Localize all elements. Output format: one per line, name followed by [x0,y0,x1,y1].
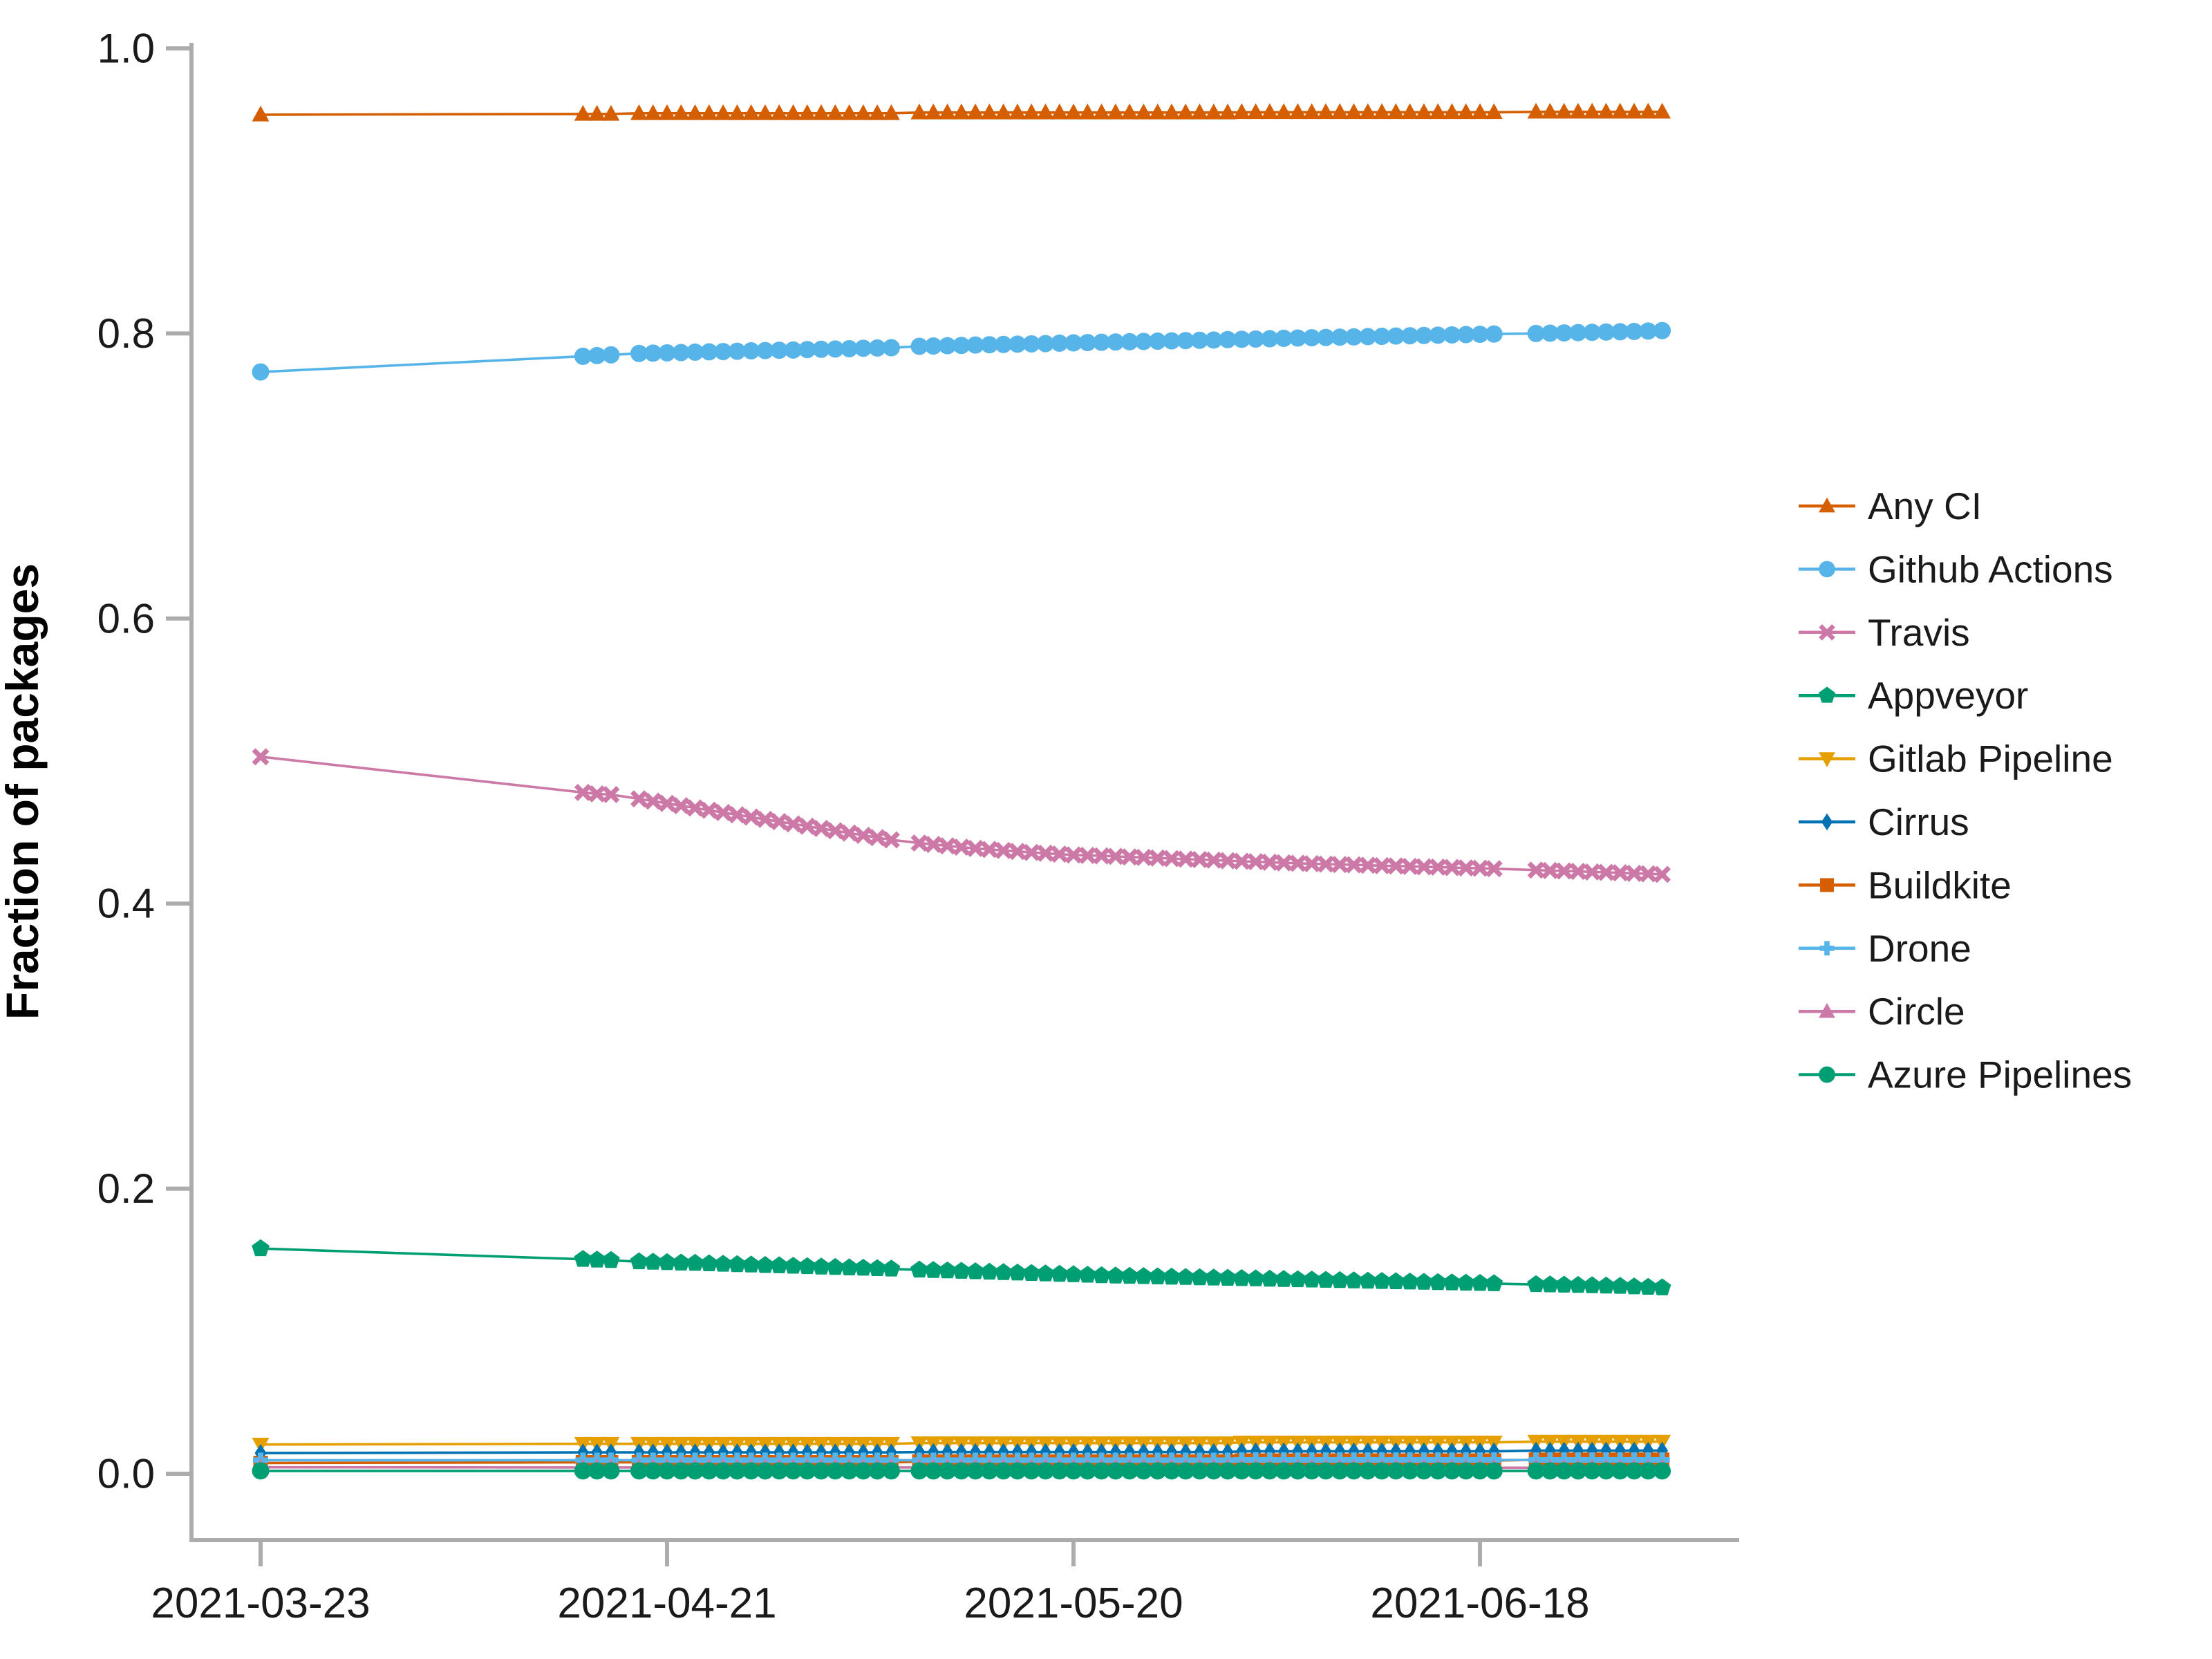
series-plot-area [252,102,1671,1480]
series-markers-azure-pipelines [252,1462,1671,1480]
legend-item-cirrus: Cirrus [1799,800,1969,843]
y-tick-label: 0.0 [97,1451,155,1497]
legend-label: Any CI [1868,485,1982,527]
x-tick-label: 2021-06-18 [1370,1580,1589,1627]
legend-item-drone: Drone [1799,927,1971,970]
y-tick-label: 0.4 [97,881,155,927]
legend-label: Circle [1868,990,1965,1033]
legend-label: Cirrus [1868,800,1969,843]
x-tick-label: 2021-04-21 [557,1580,776,1627]
legend-marker-square-icon [1820,878,1834,892]
series-markers-github-actions [252,321,1671,381]
axis-spines [189,43,1739,1542]
axes: 0.0 0.2 0.4 0.6 0.8 1.0 2021-03-23 2021-04-21 20… [97,26,1739,1627]
legend-label: Github Actions [1868,547,2113,590]
series-markers-travis [252,748,1671,883]
series-markers-appveyor [252,1239,1671,1295]
legend-marker-diamond-icon [1821,813,1833,831]
legend-item-appveyor: Appveyor [1799,674,2028,717]
y-axis-title: Fraction of packages [0,563,48,1020]
legend-label: Appveyor [1868,674,2028,717]
legend-marker-triangle-up-icon [1819,1002,1835,1018]
legend-marker-x-icon [1819,624,1835,641]
legend-item-github-actions: Github Actions [1799,547,2113,590]
legend-marker-circle-icon [1819,1066,1835,1083]
legend-item-circle: Circle [1799,990,1965,1033]
legend-marker-plus-icon [1819,941,1835,956]
legend-label: Azure Pipelines [1868,1053,2132,1096]
legend-label: Travis [1868,611,1970,654]
legend-label: Gitlab Pipeline [1868,738,2113,780]
legend-item-buildkite: Buildkite [1799,863,2012,906]
legend-marker-pentagon-icon [1818,686,1836,703]
legend-item-any-ci: Any CI [1799,485,1982,527]
legend-marker-triangle-up-icon [1819,497,1835,513]
y-tick-label: 0.2 [97,1165,155,1212]
legend-item-travis: Travis [1799,611,1970,654]
legend-label: Buildkite [1868,863,2012,906]
x-tick-label: 2021-05-20 [964,1580,1183,1627]
y-tick-label: 1.0 [97,26,155,72]
series-markers-any-ci [252,102,1671,122]
x-tick-label: 2021-03-23 [151,1580,370,1627]
series-line-travis [260,756,1662,876]
legend-marker-circle-icon [1819,561,1835,578]
legend-label: Drone [1868,927,1971,970]
y-tick-label: 0.6 [97,595,155,641]
legend-item-azure-pipelines: Azure Pipelines [1799,1053,2132,1096]
legend-marker-triangle-down-icon [1819,752,1835,767]
legend-item-gitlab-pipeline: Gitlab Pipeline [1799,738,2113,780]
y-tick-label: 0.8 [97,310,155,357]
legend: Any CI Github Actions Travis Appveyor Gitlab… [1799,485,2132,1096]
